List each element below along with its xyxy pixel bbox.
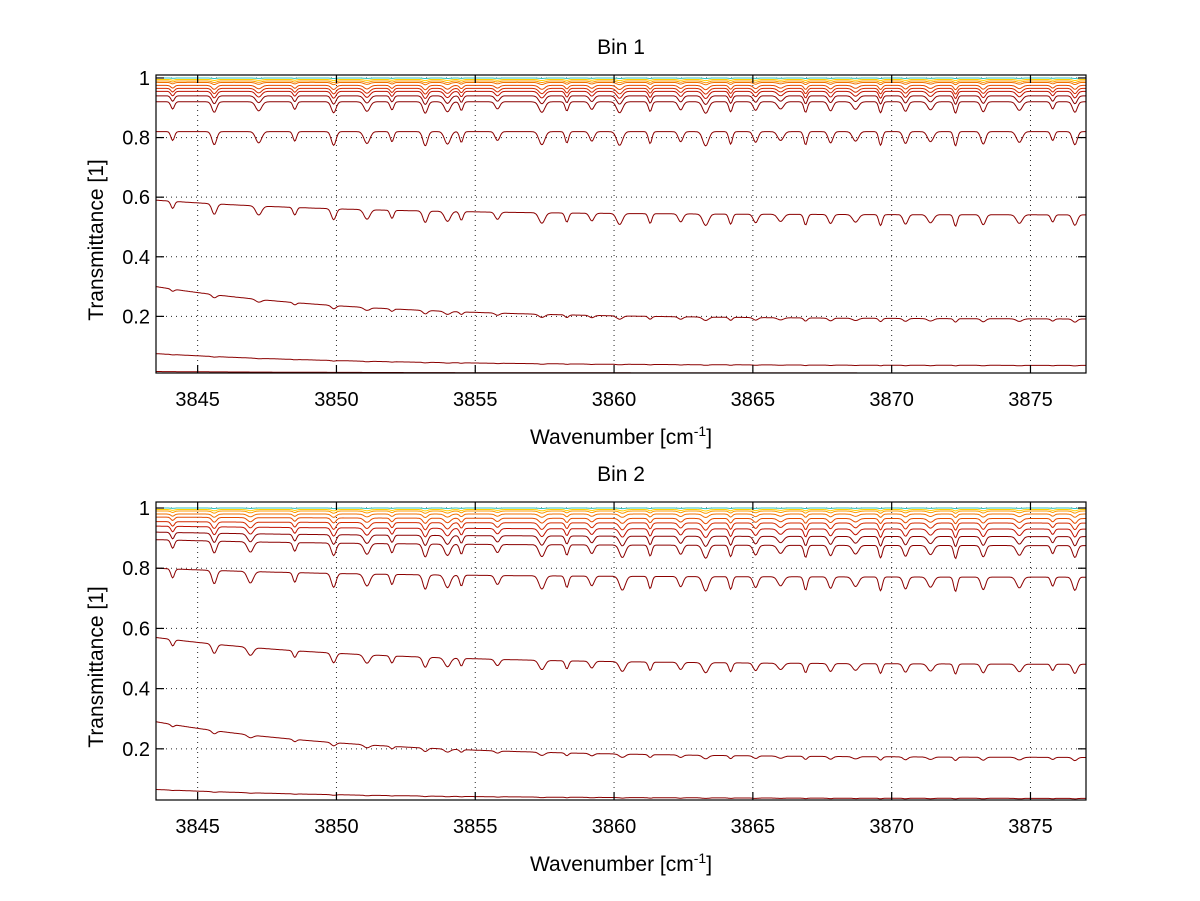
spectrum-line: [156, 84, 1086, 91]
y-tick-label: 0.4: [122, 247, 150, 269]
spectrum-line: [156, 509, 1086, 512]
spectrum-line: [156, 516, 1086, 525]
spectrum-line: [156, 80, 1086, 84]
y-tick-label: 0.8: [122, 128, 150, 150]
spectrum-line: [156, 87, 1086, 95]
bin-2-title: Bin 2: [597, 463, 645, 486]
spectrum-line: [155, 721, 1086, 762]
spectrum-line: [156, 77, 1086, 80]
y-tick-label: 1: [139, 68, 150, 90]
bin-2-traces: [155, 507, 1086, 800]
x-tick-label: 3855: [453, 816, 498, 838]
x-tick-label: 3860: [592, 816, 637, 838]
spectrum-line: [156, 131, 1086, 147]
x-tick-label: 3850: [314, 389, 359, 411]
x-tick-label: 3870: [869, 816, 914, 838]
spectrum-line: [156, 525, 1086, 539]
spectrum-line: [156, 789, 1086, 800]
spectrum-line: [155, 637, 1086, 675]
bin-2-x-axis-label: Wavenumber [cm-1]: [530, 850, 712, 876]
x-tick-label: 3865: [731, 816, 776, 838]
spectrum-line: [156, 101, 1086, 114]
spectrum-line: [156, 531, 1086, 548]
bin-1-x-axis-label: Wavenumber [cm-1]: [530, 423, 712, 449]
bin-1-title: Bin 1: [597, 36, 645, 59]
x-tick-label: 3875: [1008, 389, 1053, 411]
spectrum-line: [156, 199, 1086, 227]
spectrum-line: [155, 286, 1086, 323]
x-tick-label: 3845: [175, 816, 220, 838]
x-tick-label: 3860: [592, 389, 637, 411]
bin-2-x-tick-labels: 3845 3850 3855 3860 3865 3870 3875: [175, 816, 1052, 838]
y-tick-label: 0.4: [122, 679, 150, 701]
spectrum-line: [156, 90, 1086, 100]
spectrum-line: [156, 507, 1086, 510]
x-tick-label: 3850: [314, 816, 359, 838]
x-tick-label: 3855: [453, 389, 498, 411]
bin-1-y-tick-labels: 0.2 0.4 0.6 0.8 1: [122, 68, 150, 328]
bin-2-y-axis-label: Transmittance [1]: [85, 586, 108, 747]
bin-1-axes-frame: [155, 74, 1087, 374]
bin-1-x-tick-labels: 3845 3850 3855 3860 3865 3870 3875: [175, 389, 1052, 411]
y-tick-label: 0.6: [122, 618, 150, 640]
spectrum-line: [156, 513, 1086, 519]
bin-2-plot: Bin 2 3845 3850 3855 3860 3865 3870 3875 0.20.…: [85, 463, 1087, 876]
bin-1-ticks: [156, 75, 1086, 373]
bin-1-plot: Bin 1 3845 3850 3855 3860 3865 3870 3875 0.20.…: [85, 36, 1087, 449]
bin-1-traces: [155, 77, 1086, 374]
y-tick-label: 0.8: [122, 558, 150, 580]
x-tick-label: 3865: [731, 389, 776, 411]
y-tick-label: 0.6: [122, 187, 150, 209]
x-tick-label: 3845: [175, 389, 220, 411]
spectrum-line: [155, 567, 1086, 593]
spectrum-line: [156, 521, 1086, 531]
y-tick-label: 1: [139, 498, 150, 520]
bin-1-y-axis-label: Transmittance [1]: [85, 159, 108, 320]
y-tick-label: 0.2: [122, 739, 150, 761]
x-tick-label: 3870: [869, 389, 914, 411]
spectrum-line: [156, 81, 1086, 86]
spectrum-line: [156, 79, 1086, 82]
y-tick-label: 0.2: [122, 306, 150, 328]
bin-2-axes-frame: [155, 501, 1087, 801]
spectrum-line: [156, 510, 1086, 514]
bin-2-y-tick-labels: 0.2 0.4 0.6 0.8 1: [122, 498, 150, 761]
bin-2-ticks: [156, 502, 1086, 800]
x-tick-label: 3875: [1008, 816, 1053, 838]
spectrum-line: [155, 539, 1086, 560]
spectrum-line: [156, 95, 1086, 106]
spectrum-line: [155, 353, 1086, 367]
